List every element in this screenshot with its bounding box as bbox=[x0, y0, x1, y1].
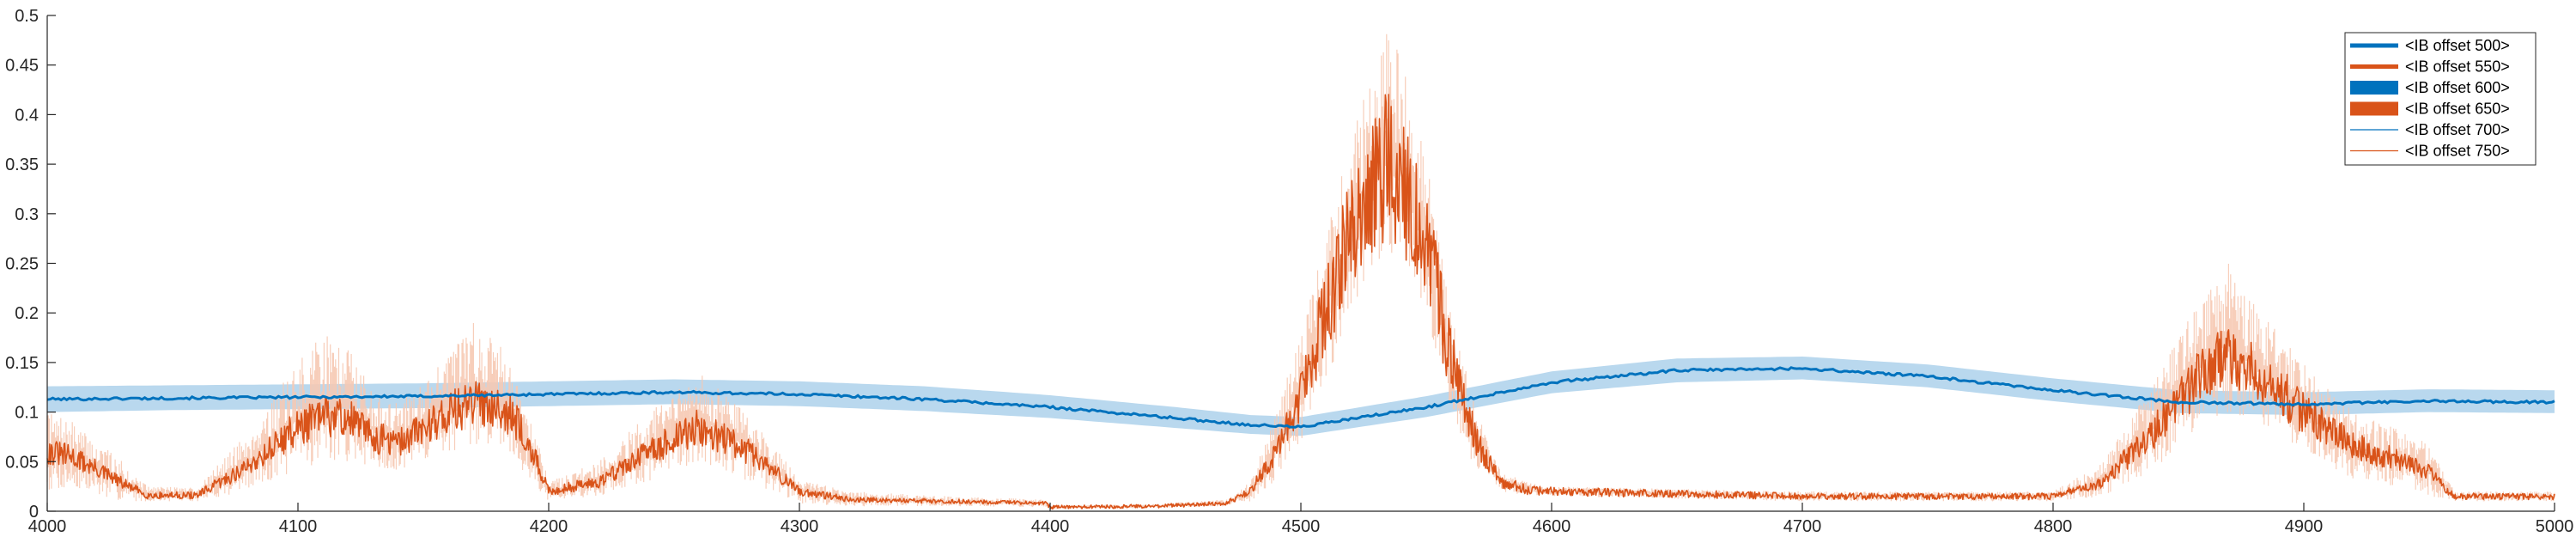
legend-swatch bbox=[2350, 81, 2398, 95]
ticks: 4000 4100 4200 4300 4400 4500 4600 4700 4800 4900… bbox=[5, 7, 2573, 536]
x-tick-label: 4300 bbox=[781, 517, 819, 536]
y-tick-label: 0.45 bbox=[5, 57, 39, 76]
x-tick-label: 4700 bbox=[1783, 517, 1822, 536]
y-tick-label: 0.4 bbox=[15, 106, 39, 125]
y-tick-label: 0.3 bbox=[15, 205, 39, 224]
legend-label: <IB offset 600> bbox=[2405, 79, 2510, 96]
x-tick-label: 4000 bbox=[28, 517, 67, 536]
x-tick-label: 4900 bbox=[2285, 517, 2324, 536]
x-tick-label: 4400 bbox=[1031, 517, 1070, 536]
y-tick-label: 0.2 bbox=[15, 304, 39, 323]
y-tick-label: 0.15 bbox=[5, 354, 39, 373]
x-tick-label: 5000 bbox=[2536, 517, 2574, 536]
orange-series-line bbox=[46, 94, 2555, 510]
y-tick-label: 0.1 bbox=[15, 404, 39, 423]
legend: <IB offset 500> <IB offset 550> <IB offset… bbox=[2344, 32, 2537, 166]
x-tick-label: 4100 bbox=[279, 517, 318, 536]
legend-label: <IB offset 550> bbox=[2405, 58, 2510, 76]
mean-lines bbox=[46, 366, 2555, 429]
y-tick-label: 0.5 bbox=[15, 7, 39, 26]
legend-label: <IB offset 650> bbox=[2405, 101, 2510, 118]
legend-label: <IB offset 700> bbox=[2405, 121, 2510, 138]
orange-noise-traces bbox=[46, 94, 2555, 510]
x-tick-label: 4200 bbox=[530, 517, 568, 536]
confidence-bands bbox=[46, 34, 2555, 510]
y-tick-label: 0.25 bbox=[5, 255, 39, 274]
y-tick-label: 0.35 bbox=[5, 156, 39, 174]
legend-label: <IB offset 750> bbox=[2405, 143, 2510, 160]
y-tick-label: 0.05 bbox=[5, 453, 39, 472]
y-tick-label: 0 bbox=[29, 503, 39, 522]
blue-series-line bbox=[46, 366, 2555, 429]
legend-swatch bbox=[2350, 101, 2398, 116]
orange-confidence-band bbox=[46, 34, 2555, 510]
x-tick-label: 4600 bbox=[1533, 517, 1571, 536]
x-tick-label: 4500 bbox=[1282, 517, 1321, 536]
legend-box bbox=[2344, 32, 2537, 166]
legend-label: <IB offset 500> bbox=[2405, 37, 2510, 54]
x-tick-label: 4800 bbox=[2034, 517, 2073, 536]
